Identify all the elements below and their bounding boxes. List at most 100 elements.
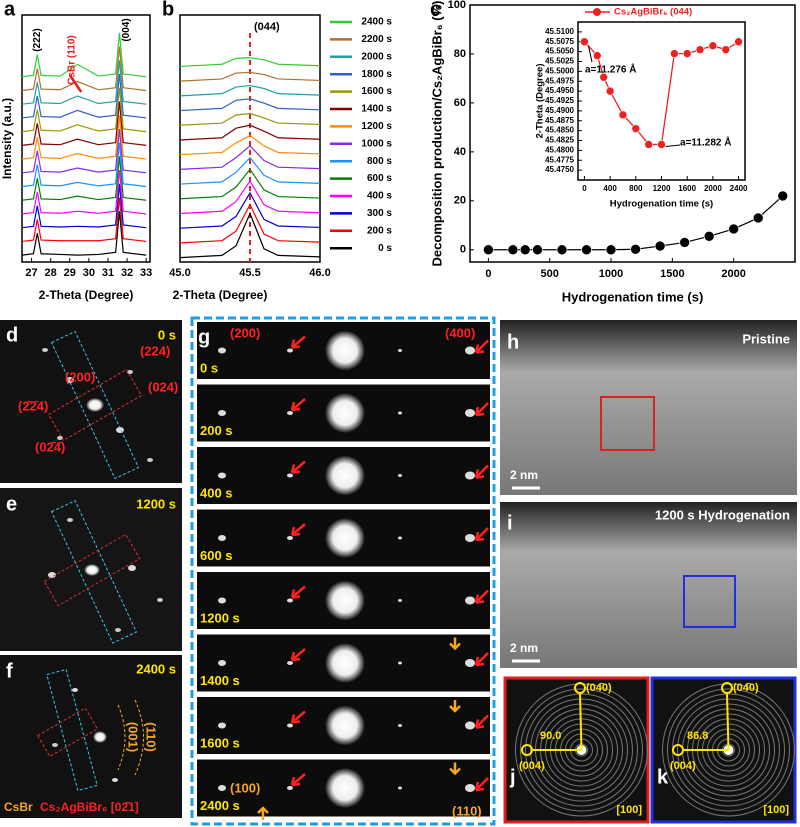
central-beam: [325, 393, 365, 433]
indicator-arrow: [449, 637, 461, 651]
inset-annotation: a=11.282 Å: [680, 136, 731, 149]
y-tick-label: 45.4950: [545, 86, 574, 95]
time-label: 400 s: [200, 485, 233, 500]
panel-d: d 0 s (224) (200) (024) (2̄2̄4) (02̄4̄): [0, 320, 182, 483]
x-tick-label: 33: [140, 267, 152, 279]
time-label: 0 s: [158, 327, 176, 342]
legend-label: 1200 s: [361, 121, 392, 132]
spot: [218, 785, 226, 791]
y-tick-label: 45.4900: [545, 106, 574, 115]
series-line: [179, 191, 321, 229]
spot: [465, 346, 475, 355]
x-tick-label: 32: [121, 267, 133, 279]
region-box: [683, 575, 736, 628]
miller-index: (224): [140, 343, 170, 358]
miller-index: (001): [126, 722, 141, 752]
scale-label: 2 nm: [510, 468, 538, 482]
zone-axis: [100]: [616, 804, 642, 816]
legend-label: 1400 s: [361, 104, 392, 115]
time-label: 200 s: [200, 423, 233, 438]
zone-axis: [100]: [763, 804, 789, 816]
legend-label: 300 s: [367, 208, 392, 219]
legend-label: 600 s: [367, 173, 392, 184]
legend-label: 1600 s: [361, 86, 392, 97]
spot: [115, 628, 121, 632]
time-label: 1200 s: [136, 496, 176, 511]
legend-label: Cs₂AgBiBr₆ (044): [614, 7, 692, 18]
peak-annotation: (004): [121, 18, 132, 41]
x-tick-label: 400: [603, 184, 617, 193]
plot-frame: [577, 21, 746, 181]
indicator-arrow: [290, 335, 306, 349]
miller-index: (200): [230, 325, 260, 340]
spot: [57, 436, 63, 440]
data-point: [703, 231, 715, 242]
panel-label: h: [507, 331, 519, 353]
x-tick-label: 1600: [678, 184, 696, 193]
vector-arrow: [533, 693, 583, 751]
spot: [398, 724, 402, 727]
indicator-arrow: [474, 527, 489, 542]
y-tick-label: 45.4925: [545, 96, 574, 105]
series-line: [179, 112, 321, 126]
fft-ring: [530, 698, 633, 802]
panel-e: e 1200 s: [0, 488, 182, 651]
guide-box: [46, 668, 98, 792]
central-beam: [325, 455, 365, 496]
x-tick-label: 29: [64, 267, 76, 279]
legend-label: 400 s: [367, 191, 392, 202]
y-tick-label: 0: [460, 244, 466, 256]
data-point: [483, 244, 494, 256]
spot-marker: [574, 682, 586, 694]
series-line: [179, 124, 321, 141]
spot: [398, 349, 402, 352]
series-line: [21, 170, 147, 215]
legend-label: 1800 s: [361, 69, 392, 80]
central-beam: [325, 643, 365, 683]
spot: [93, 731, 107, 743]
legend-label: 0 s: [378, 243, 392, 254]
panel-label: a: [4, 0, 16, 20]
panel-label: c: [430, 0, 441, 20]
spot: [157, 598, 163, 602]
panel-g: 0 s 200 s 400 s 600 s 1200 s 1400 s 1600 s 2400…: [190, 316, 496, 826]
x-tick-label: 1200: [653, 184, 671, 193]
indicator-arrow: [290, 585, 306, 599]
series-line: [21, 211, 147, 256]
series-line: [21, 115, 147, 160]
legend-label: 2200 s: [361, 34, 392, 45]
central-beam: [325, 705, 365, 746]
y-tick-label: 45.4800: [545, 145, 574, 154]
scale-label: 2 nm: [510, 641, 538, 655]
spot-marker: [672, 744, 684, 756]
legend-label: 2000 s: [361, 51, 392, 62]
spot: [218, 472, 226, 479]
y-axis-label: Intensity (a.u.): [0, 98, 14, 179]
series-line: [21, 46, 147, 92]
miller-index: (110): [452, 803, 482, 818]
data-point: [682, 49, 692, 58]
data-point: [592, 51, 602, 60]
indicator-arrow: [257, 806, 269, 820]
spot: [218, 597, 226, 604]
series-line: [179, 203, 321, 244]
indicator-arrow: [290, 523, 306, 537]
spot: [218, 660, 226, 666]
indicator-arrow: [449, 700, 461, 713]
spot: [42, 348, 48, 352]
legend-label: 200 s: [367, 225, 392, 236]
spot: [112, 778, 118, 782]
spot: [465, 409, 475, 417]
data-point: [708, 41, 718, 51]
data-point: [679, 237, 690, 248]
time-label: 2400 s: [136, 661, 176, 676]
x-tick-label: 45.0: [169, 267, 190, 279]
data-point: [644, 140, 653, 149]
data-point: [556, 244, 568, 256]
series-line: [21, 101, 147, 146]
series-line: [21, 32, 147, 78]
y-tick-label: 45.5000: [545, 66, 574, 75]
image-title: 1200 s Hydrogenation: [655, 507, 790, 522]
indicator-arrow: [290, 398, 306, 412]
